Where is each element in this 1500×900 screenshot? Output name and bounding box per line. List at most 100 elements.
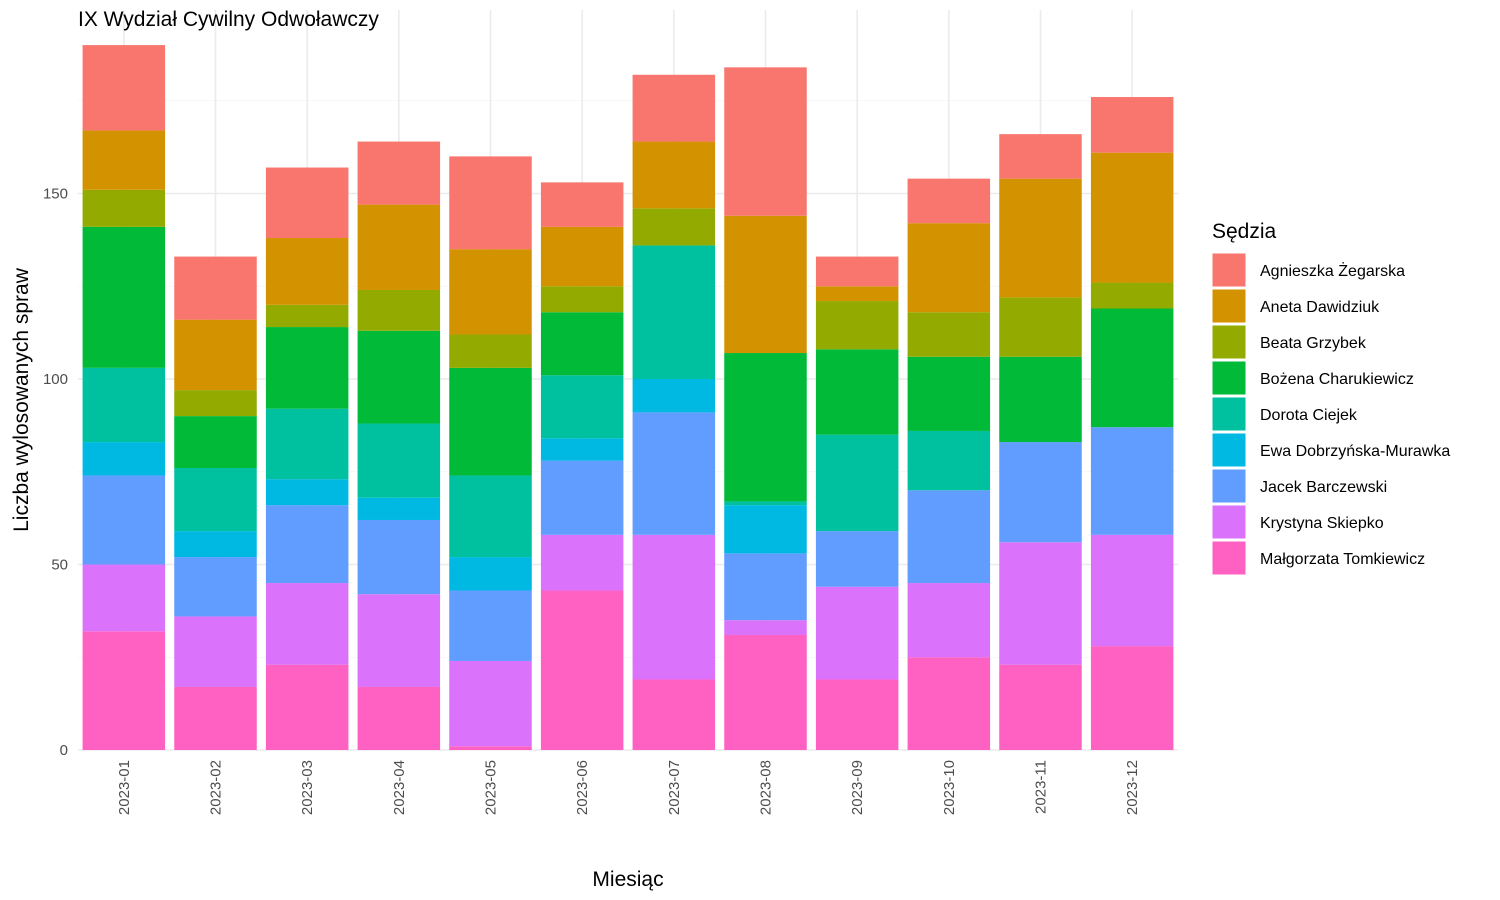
x-tick-label: 2023-05 (483, 760, 500, 815)
legend-key (1211, 432, 1247, 468)
bar-segment (174, 416, 257, 469)
bar-segment (540, 460, 624, 535)
legend-label: Krystyna Skiepko (1260, 515, 1384, 532)
bar-segment (724, 505, 807, 554)
bar-segment (82, 475, 166, 565)
bar-segment (265, 167, 349, 239)
bar-segment (1090, 97, 1174, 153)
bar-segment (1090, 152, 1174, 283)
legend-key (1211, 396, 1247, 432)
bar-segment (907, 312, 991, 357)
bar-segment (999, 356, 1082, 443)
bar-segment (82, 45, 166, 131)
bar-segment (265, 583, 349, 665)
bar-segment (999, 178, 1082, 298)
legend-label: Agnieszka Żegarska (1260, 261, 1405, 280)
bar-segment (1090, 427, 1174, 535)
bar-segment (907, 657, 991, 750)
bar-segment (540, 182, 624, 227)
bar-segment (815, 256, 899, 287)
bar-segment (907, 430, 991, 491)
bar-segment (815, 286, 899, 302)
bar-segment (815, 531, 899, 587)
legend-label: Aneta Dawidziuk (1260, 299, 1380, 316)
legend-label: Bożena Charukiewicz (1260, 371, 1414, 388)
y-axis-title: Liczba wylosowanych spraw (10, 267, 33, 532)
bar-segment (632, 679, 716, 750)
bar-segment (82, 130, 166, 190)
bar-segment (357, 423, 441, 498)
bar-segment (540, 375, 624, 439)
bar-segment (724, 67, 807, 216)
bar-segment (999, 134, 1082, 179)
bar-segment (357, 204, 441, 290)
chart-title: IX Wydział Cywilny Odwoławczy (78, 8, 379, 31)
bar-segment (357, 594, 441, 687)
bar-segment (540, 438, 624, 461)
bar-segment (449, 334, 532, 368)
bar-segment (632, 379, 716, 413)
bar-segment (907, 178, 991, 224)
bar-segment (265, 304, 349, 328)
bar-segment (907, 490, 991, 584)
x-axis-ticks: 2023-01 2023-02 2023-03 2023-04 2023-05 2023-… (116, 760, 1141, 815)
bar-segment (449, 367, 532, 476)
bar-segment (82, 631, 166, 750)
y-tick-label: 0 (60, 742, 68, 759)
bar-segment (815, 434, 899, 532)
legend-key (1211, 252, 1247, 288)
bar-segment (999, 542, 1082, 665)
bar-segment (174, 256, 257, 320)
bar-segment (449, 156, 532, 250)
legend-label: Ewa Dobrzyńska-Murawka (1260, 443, 1450, 460)
bar-segment (815, 679, 899, 750)
bar-segment (449, 590, 532, 661)
bar-segment (999, 442, 1082, 543)
x-tick-label: 2023-02 (208, 760, 225, 815)
bar-segment (449, 249, 532, 335)
x-tick-label: 2023-11 (1033, 760, 1050, 814)
bar-segment (449, 660, 532, 747)
bar-segment (357, 497, 441, 520)
bar-segment (357, 141, 441, 205)
bar-segment (357, 686, 441, 750)
bar-segment (815, 349, 899, 435)
bar-segment (265, 664, 349, 750)
bar-segment (449, 475, 532, 558)
legend-label: Małgorzata Tomkiewicz (1260, 551, 1425, 568)
bar-segment (632, 141, 716, 209)
bar-segment (174, 616, 257, 687)
bar-segment (907, 583, 991, 658)
bar-segment (632, 412, 716, 535)
bar-segment (82, 564, 166, 632)
bar-segment (1090, 646, 1174, 750)
bar-segment (82, 226, 166, 368)
bar-segment (82, 189, 166, 227)
bar-segment (999, 664, 1082, 750)
legend-label: Jacek Barczewski (1260, 479, 1387, 496)
bar-segment (174, 531, 257, 558)
legend-key (1211, 540, 1247, 576)
y-tick-label: 100 (43, 371, 68, 388)
bar-segment (174, 468, 257, 532)
bar-segment (724, 353, 807, 502)
legend: Sędzia Agnieszka Żegarska Aneta Dawidziuk… (1211, 220, 1450, 576)
bar-segment (265, 238, 349, 305)
bar-segment (724, 553, 807, 621)
bar-segment (907, 356, 991, 431)
x-tick-label: 2023-10 (941, 760, 958, 815)
bar-segment (357, 330, 441, 424)
bar-segment (265, 327, 349, 409)
bar-segment (632, 208, 716, 246)
bar-segment (1090, 282, 1174, 309)
bar-segment (540, 312, 624, 376)
x-tick-label: 2023-03 (299, 760, 316, 815)
x-tick-label: 2023-07 (666, 760, 683, 815)
legend-key (1211, 360, 1247, 396)
legend-key (1211, 468, 1247, 504)
y-tick-label: 50 (51, 557, 68, 574)
bars (82, 45, 1174, 750)
bar-segment (724, 634, 807, 750)
bar-segment (449, 557, 532, 591)
